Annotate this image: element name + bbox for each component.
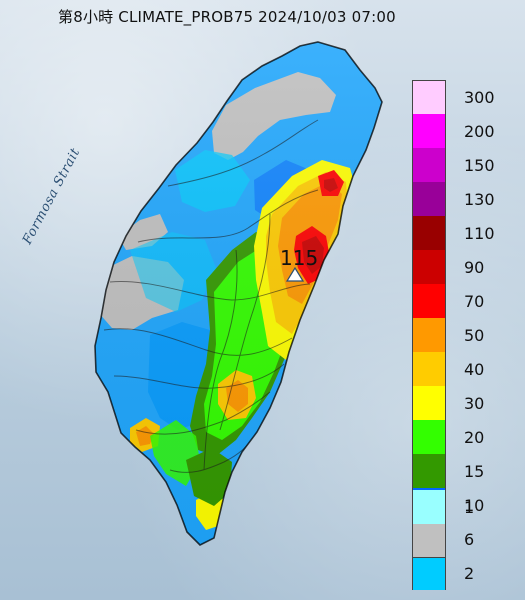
legend-label: 130 <box>464 190 495 209</box>
legend-item-1: 1 <box>412 490 522 524</box>
legend-item-130: 130 <box>412 182 522 216</box>
legend-label: 50 <box>464 326 485 345</box>
legend-swatch <box>412 182 446 216</box>
legend-label: 10 <box>464 496 485 515</box>
legend-label: 6 <box>464 530 475 549</box>
legend-label: 70 <box>464 292 485 311</box>
legend-item-40: 40 <box>412 352 522 386</box>
legend-item-150: 150 <box>412 148 522 182</box>
legend-swatch <box>412 250 446 284</box>
boundary-line-8 <box>203 249 238 471</box>
legend-label: 300 <box>464 88 495 107</box>
legend-label: 110 <box>464 224 495 243</box>
legend-label: 150 <box>464 156 495 175</box>
legend-swatch <box>412 148 446 182</box>
peak-marker <box>285 266 305 282</box>
legend-swatch <box>412 216 446 250</box>
boundary-line-5 <box>113 363 285 389</box>
legend-swatch <box>412 114 446 148</box>
legend-label: 1 <box>464 498 475 517</box>
taiwan-outline <box>94 41 383 546</box>
legend-item-50: 50 <box>412 318 522 352</box>
legend-label: 40 <box>464 360 485 379</box>
boundary-line-1 <box>167 119 319 187</box>
legend-label: 200 <box>464 122 495 141</box>
boundary-line-9 <box>219 213 271 431</box>
legend-swatch <box>412 386 446 420</box>
boundary-line-2 <box>137 189 319 243</box>
legend-item-200: 200 <box>412 114 522 148</box>
legend-item-90: 90 <box>412 250 522 284</box>
legend-swatch <box>412 490 446 524</box>
legend-item-20: 20 <box>412 420 522 454</box>
legend-swatch <box>412 556 446 590</box>
legend-item-300: 300 <box>412 80 522 114</box>
peak-triangle-icon <box>285 266 305 282</box>
legend-label: 90 <box>464 258 485 277</box>
boundary-line-3 <box>109 280 311 301</box>
map-title: 第8小時 CLIMATE_PROB75 2024/10/03 07:00 <box>58 8 396 26</box>
legend-item-2: 2 <box>412 556 522 590</box>
legend-label: 30 <box>464 394 485 413</box>
legend-label: 2 <box>464 564 475 583</box>
legend-label: 15 <box>464 462 485 481</box>
legend-item-30: 30 <box>412 386 522 420</box>
legend-swatch <box>412 352 446 386</box>
legend-swatch <box>412 524 446 558</box>
legend-item-15: 15 <box>412 454 522 488</box>
legend-item-none <box>412 524 522 558</box>
boundary-line-4 <box>103 328 293 356</box>
legend-swatch <box>412 420 446 454</box>
boundary-lines <box>103 119 319 473</box>
legend-swatch <box>412 454 446 488</box>
boundary-line-6 <box>135 391 271 435</box>
legend-item-110: 110 <box>412 216 522 250</box>
legend-swatch <box>412 318 446 352</box>
legend-item-70: 70 <box>412 284 522 318</box>
legend-swatch <box>412 284 446 318</box>
legend-swatch <box>412 80 446 114</box>
legend-label: 20 <box>464 428 485 447</box>
legend-lower: 1 <box>412 490 522 570</box>
peak-value-label: 115 <box>280 246 319 270</box>
